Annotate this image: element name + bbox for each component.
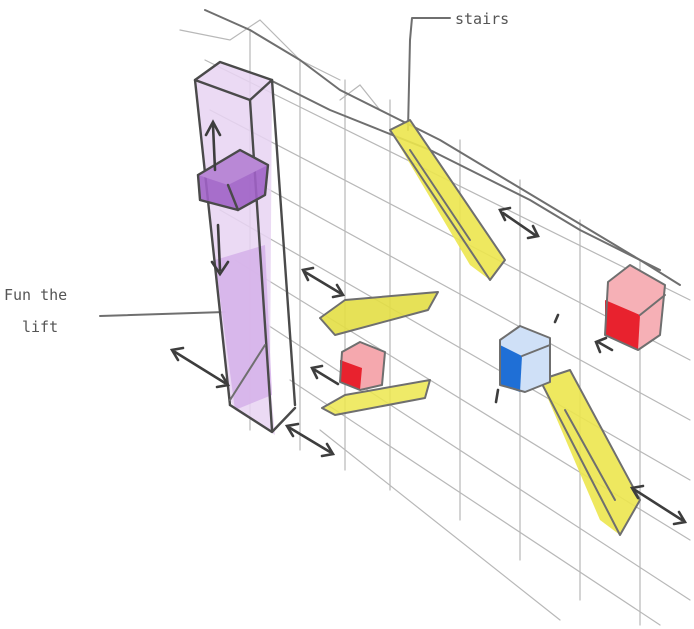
stairs-label: stairs: [455, 10, 509, 28]
lift-shaft: [193, 60, 297, 435]
arrow-blue-box: [494, 313, 560, 404]
roof-line-lower: [269, 79, 661, 271]
box-red-large: [604, 264, 666, 351]
arrow-stair-horizontal: [498, 206, 540, 240]
lift-label-line1: Fun the: [4, 286, 67, 304]
arrow-lift-base-right: [284, 422, 336, 458]
landing-left: [319, 291, 439, 336]
arrow-red-large-box: [594, 336, 614, 354]
box-red-small: [339, 341, 386, 391]
arrow-red-box: [310, 364, 340, 386]
landing-lower: [321, 379, 431, 416]
lift-label-line2: lift: [22, 318, 58, 336]
arrow-lower-stair: [629, 484, 688, 526]
lift-leader: [99, 311, 226, 317]
roof-line: [204, 9, 681, 286]
lift-arrow-down: [210, 223, 230, 277]
box-blue: [499, 325, 551, 393]
lift-arrow-up: [204, 119, 222, 172]
stair-upper: [389, 119, 506, 281]
stairs-leader: [407, 17, 451, 131]
arrow-lift-base-left: [169, 346, 231, 389]
stair-lower-right: [539, 369, 641, 536]
arrow-landing-left: [301, 266, 346, 299]
